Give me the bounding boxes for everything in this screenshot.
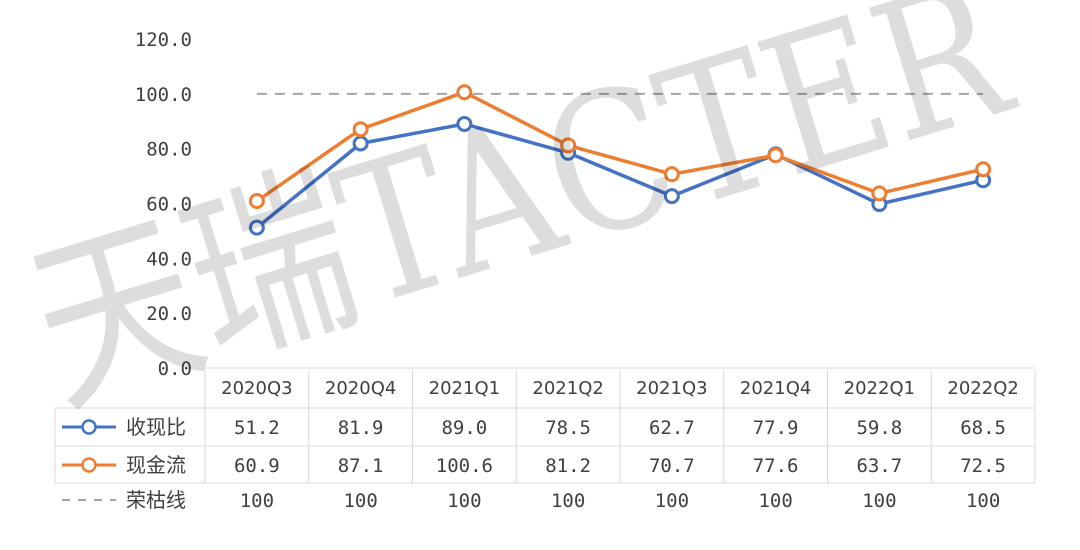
plot-area (248, 84, 992, 236)
table-cell: 62.7 (649, 417, 695, 439)
data-point (975, 161, 992, 178)
y-tick-label: 20.0 (146, 303, 192, 325)
table-cell: 72.5 (960, 455, 1006, 477)
data-table: 收现比 51.2 81.9 89.0 78.5 62.7 77.9 59.8 68.5 现金流 60… (54, 370, 1036, 512)
x-axis-categories: 2020Q3 2020Q4 2021Q1 2021Q2 2021Q3 2021Q4 2022… (221, 378, 1019, 399)
y-axis: 0.0 20.0 40.0 60.0 80.0 100.0 120.0 (135, 29, 1035, 380)
table-cell: 100 (240, 490, 274, 512)
table-cell: 81.9 (338, 417, 384, 439)
legend-label: 收现比 (126, 415, 186, 439)
table-cell: 100 (966, 490, 1000, 512)
table-cell: 59.8 (856, 417, 902, 439)
watermark: 天瑞TACTER (9, 0, 1034, 443)
data-point (456, 115, 473, 132)
data-point (767, 147, 784, 164)
y-tick-label: 0.0 (158, 358, 192, 380)
data-point (456, 84, 473, 101)
data-point (248, 193, 265, 210)
legend-key-marker (81, 419, 97, 435)
table-cell: 77.6 (753, 455, 799, 477)
table-cell: 63.7 (856, 455, 902, 477)
table-cell: 89.0 (441, 417, 487, 439)
table-cell: 100.6 (436, 455, 493, 477)
x-tick-label: 2021Q1 (429, 378, 500, 399)
data-point (663, 188, 680, 205)
table-cell: 68.5 (960, 417, 1006, 439)
table-cell: 100 (447, 490, 481, 512)
x-tick-label: 2022Q1 (844, 378, 915, 399)
x-tick-label: 2021Q4 (740, 378, 811, 399)
table-cell: 100 (758, 490, 792, 512)
table-cell: 100 (862, 490, 896, 512)
y-tick-label: 40.0 (146, 248, 192, 270)
x-tick-label: 2020Q4 (325, 378, 396, 399)
legend-label: 荣枯线 (126, 488, 186, 512)
table-cell: 100 (551, 490, 585, 512)
table-cell: 60.9 (234, 455, 280, 477)
x-tick-label: 2021Q2 (532, 378, 603, 399)
table-cell: 100 (343, 490, 377, 512)
data-point (560, 137, 577, 154)
y-tick-label: 120.0 (135, 29, 192, 51)
table-cell: 70.7 (649, 455, 695, 477)
table-cell: 100 (655, 490, 689, 512)
y-tick-label: 100.0 (135, 84, 192, 106)
data-point (248, 219, 265, 236)
y-tick-label: 80.0 (146, 139, 192, 161)
x-tick-label: 2022Q2 (947, 378, 1018, 399)
y-tick-label: 60.0 (146, 194, 192, 216)
table-cell: 78.5 (545, 417, 591, 439)
table-cell: 77.9 (753, 417, 799, 439)
table-cell: 51.2 (234, 417, 280, 439)
series-line (255, 90, 984, 203)
series-line (255, 122, 984, 229)
data-point (871, 185, 888, 202)
legend-label: 现金流 (126, 453, 186, 477)
table-cell: 81.2 (545, 455, 591, 477)
table-cell: 87.1 (338, 455, 384, 477)
x-tick-label: 2021Q3 (636, 378, 707, 399)
data-point (663, 166, 680, 183)
x-tick-label: 2020Q3 (221, 378, 292, 399)
data-point (352, 121, 369, 138)
legend-key-marker (81, 457, 97, 473)
